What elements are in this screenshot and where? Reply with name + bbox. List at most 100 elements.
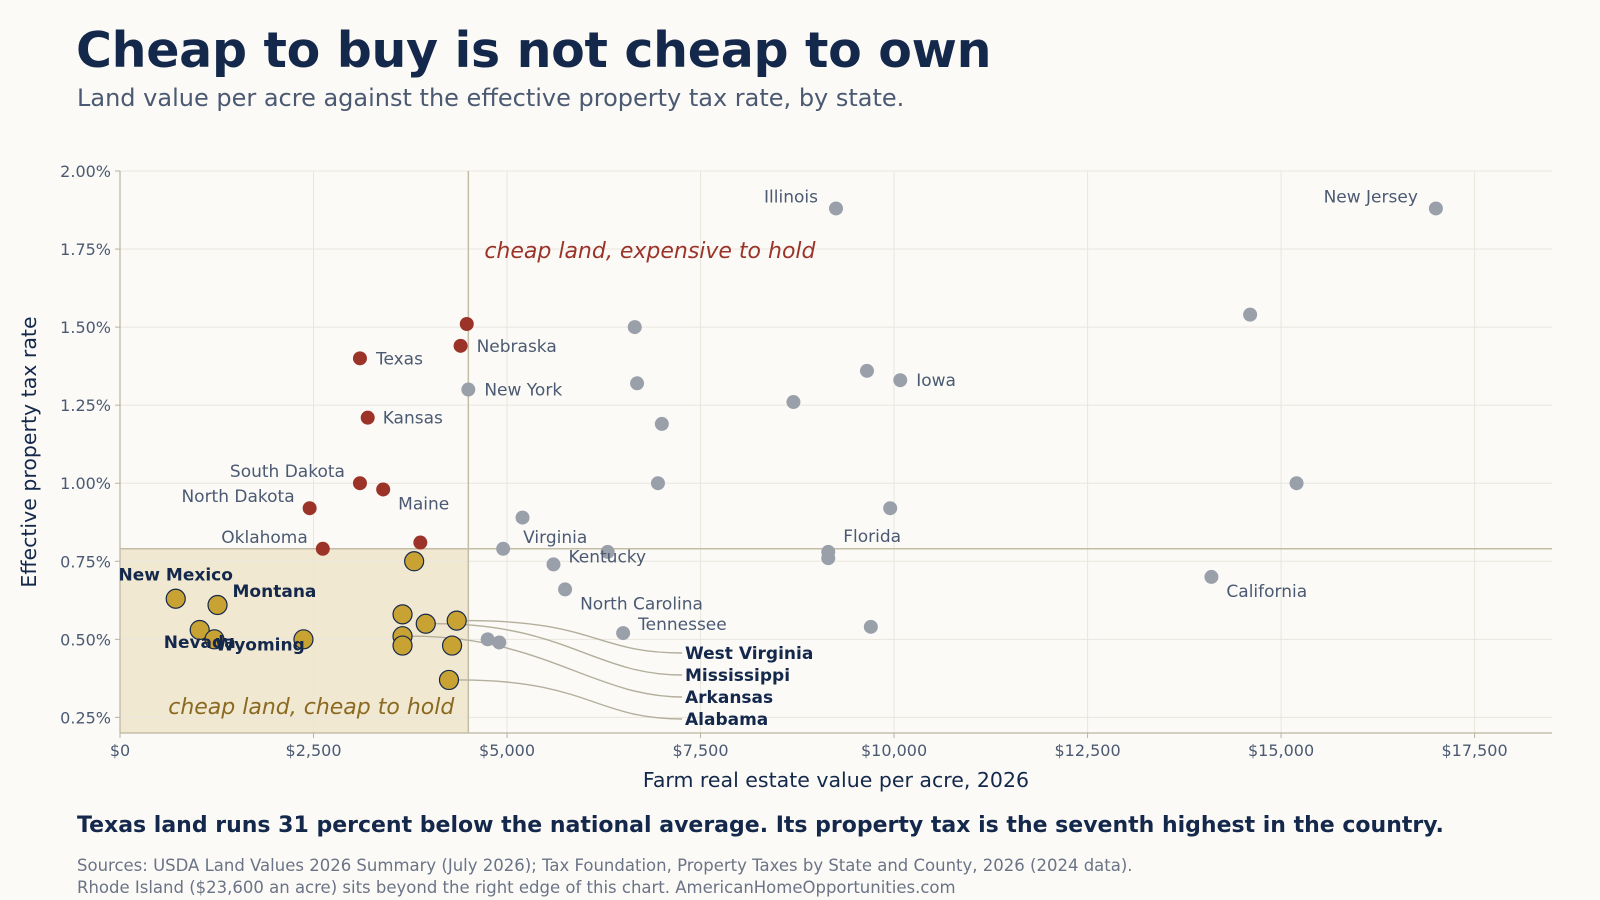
chart-subtitle: Land value per acre against the effectiv…: [77, 84, 905, 112]
data-point-nevada: [189, 619, 210, 641]
point-label-nevada: Nevada: [164, 633, 236, 653]
point-label-maine: Maine: [398, 494, 449, 514]
data-point-unlabeled: [1289, 476, 1304, 491]
data-point-new-york: [461, 382, 476, 397]
y-tick-label: 1.50%: [60, 318, 111, 337]
data-point-tennessee: [616, 626, 631, 641]
point-label-new-jersey: New Jersey: [1324, 187, 1418, 207]
data-point-kansas: [360, 410, 375, 425]
data-point-wyoming: [293, 629, 314, 650]
point-label-oklahoma: Oklahoma: [221, 528, 308, 548]
data-point-unlabeled: [404, 551, 425, 572]
point-label-arkansas: Arkansas: [685, 688, 773, 708]
y-tick-label: 0.50%: [60, 630, 111, 649]
data-point-unlabeled: [459, 316, 474, 331]
point-label-north-dakota: North Dakota: [181, 487, 294, 507]
data-point-unlabeled: [654, 416, 669, 431]
point-label-virginia: Virginia: [523, 528, 587, 548]
quadrant-label-cheap-cheap: cheap land, cheap to hold: [168, 695, 455, 720]
point-label-illinois: Illinois: [764, 187, 818, 207]
point-label-california: California: [1226, 582, 1307, 602]
data-point-unlabeled: [600, 544, 615, 559]
point-label-north-carolina: North Carolina: [580, 594, 703, 614]
point-label-kansas: Kansas: [383, 409, 443, 429]
x-tick-label: $17,500: [1442, 741, 1508, 760]
data-point-iowa: [893, 373, 908, 388]
y-tick-label: 0.25%: [60, 708, 111, 727]
data-point-unlabeled: [863, 619, 878, 634]
data-point-unlabeled: [786, 395, 801, 410]
data-point-oklahoma: [315, 541, 330, 556]
point-label-south-dakota: South Dakota: [230, 462, 345, 482]
source-note: Sources: USDA Land Values 2026 Summary (…: [77, 855, 1133, 899]
x-tick-label: $7,500: [673, 741, 729, 760]
data-point-unlabeled: [515, 510, 530, 525]
data-point-unlabeled: [1243, 307, 1258, 322]
x-tick-label: $5,000: [479, 741, 535, 760]
data-point-unlabeled: [204, 629, 225, 650]
data-point-unlabeled: [650, 476, 665, 491]
data-point-illinois: [829, 201, 843, 216]
x-axis-title: Farm real estate value per acre, 2026: [643, 768, 1029, 792]
point-label-montana: Montana: [233, 582, 317, 602]
point-label-texas: Texas: [375, 349, 423, 369]
source-line-1: Sources: USDA Land Values 2026 Summary (…: [77, 856, 1133, 875]
point-label-tennessee: Tennessee: [637, 615, 727, 635]
data-point-texas: [352, 351, 367, 366]
data-point-new-jersey: [1428, 201, 1443, 216]
data-point-nebraska: [453, 338, 468, 353]
x-tick-label: $12,500: [1054, 741, 1120, 760]
x-tick-label: $10,000: [861, 741, 927, 760]
point-label-florida: Florida: [843, 527, 901, 547]
data-point-virginia: [496, 541, 511, 556]
data-point-maine: [376, 482, 391, 497]
data-point-unlabeled: [413, 535, 428, 550]
data-point-unlabeled: [392, 604, 413, 625]
point-label-kentucky: Kentucky: [568, 547, 646, 567]
y-tick-label: 1.75%: [60, 240, 111, 259]
data-point-unlabeled: [627, 320, 642, 335]
data-point-mississippi: [415, 613, 436, 634]
chart-title: Cheap to buy is not cheap to own: [76, 22, 992, 79]
data-point-unlabeled: [441, 635, 463, 656]
data-point-unlabeled: [821, 551, 836, 566]
source-line-2: Rhode Island ($23,600 an acre) sits beyo…: [77, 878, 956, 897]
x-tick-label: $15,000: [1248, 741, 1314, 760]
data-point-unlabeled: [859, 363, 874, 378]
point-label-west-virginia: West Virginia: [685, 644, 813, 664]
data-point-unlabeled: [480, 632, 495, 647]
takeaway-text: Texas land runs 31 percent below the nat…: [77, 813, 1444, 838]
leader-line-west-virginia: [466, 619, 683, 654]
leader-line-alabama: [458, 679, 683, 720]
leader-line-mississippi: [435, 623, 683, 676]
data-point-unlabeled: [630, 376, 645, 391]
point-label-nebraska: Nebraska: [477, 337, 557, 357]
y-tick-label: 1.25%: [60, 396, 111, 415]
data-point-new-mexico: [165, 588, 186, 609]
data-point-kentucky: [546, 557, 561, 572]
data-point-montana: [207, 594, 228, 616]
y-tick-label: 2.00%: [60, 162, 111, 181]
data-point-west-virginia: [446, 610, 467, 631]
data-point-south-dakota: [352, 476, 367, 491]
point-label-new-mexico: New Mexico: [119, 566, 233, 586]
y-tick-label: 1.00%: [60, 474, 111, 493]
data-point-unlabeled: [392, 635, 413, 656]
data-point-alabama: [438, 669, 460, 691]
data-point-unlabeled: [492, 635, 507, 650]
point-label-mississippi: Mississippi: [685, 666, 790, 686]
data-point-north-carolina: [558, 582, 573, 597]
quadrant-label-cheap-expensive: cheap land, expensive to hold: [484, 239, 816, 264]
data-point-california: [1204, 569, 1219, 584]
point-label-iowa: Iowa: [916, 371, 956, 391]
x-tick-label: $2,500: [286, 741, 342, 760]
data-point-unlabeled: [883, 501, 898, 516]
y-tick-label: 0.75%: [60, 552, 111, 571]
x-tick-label: $0: [110, 741, 130, 760]
point-label-new-york: New York: [484, 381, 562, 401]
point-label-wyoming: Wyoming: [215, 635, 304, 655]
data-point-north-dakota: [302, 501, 317, 516]
point-label-alabama: Alabama: [685, 710, 768, 730]
y-axis-title: Effective property tax rate: [17, 316, 41, 587]
